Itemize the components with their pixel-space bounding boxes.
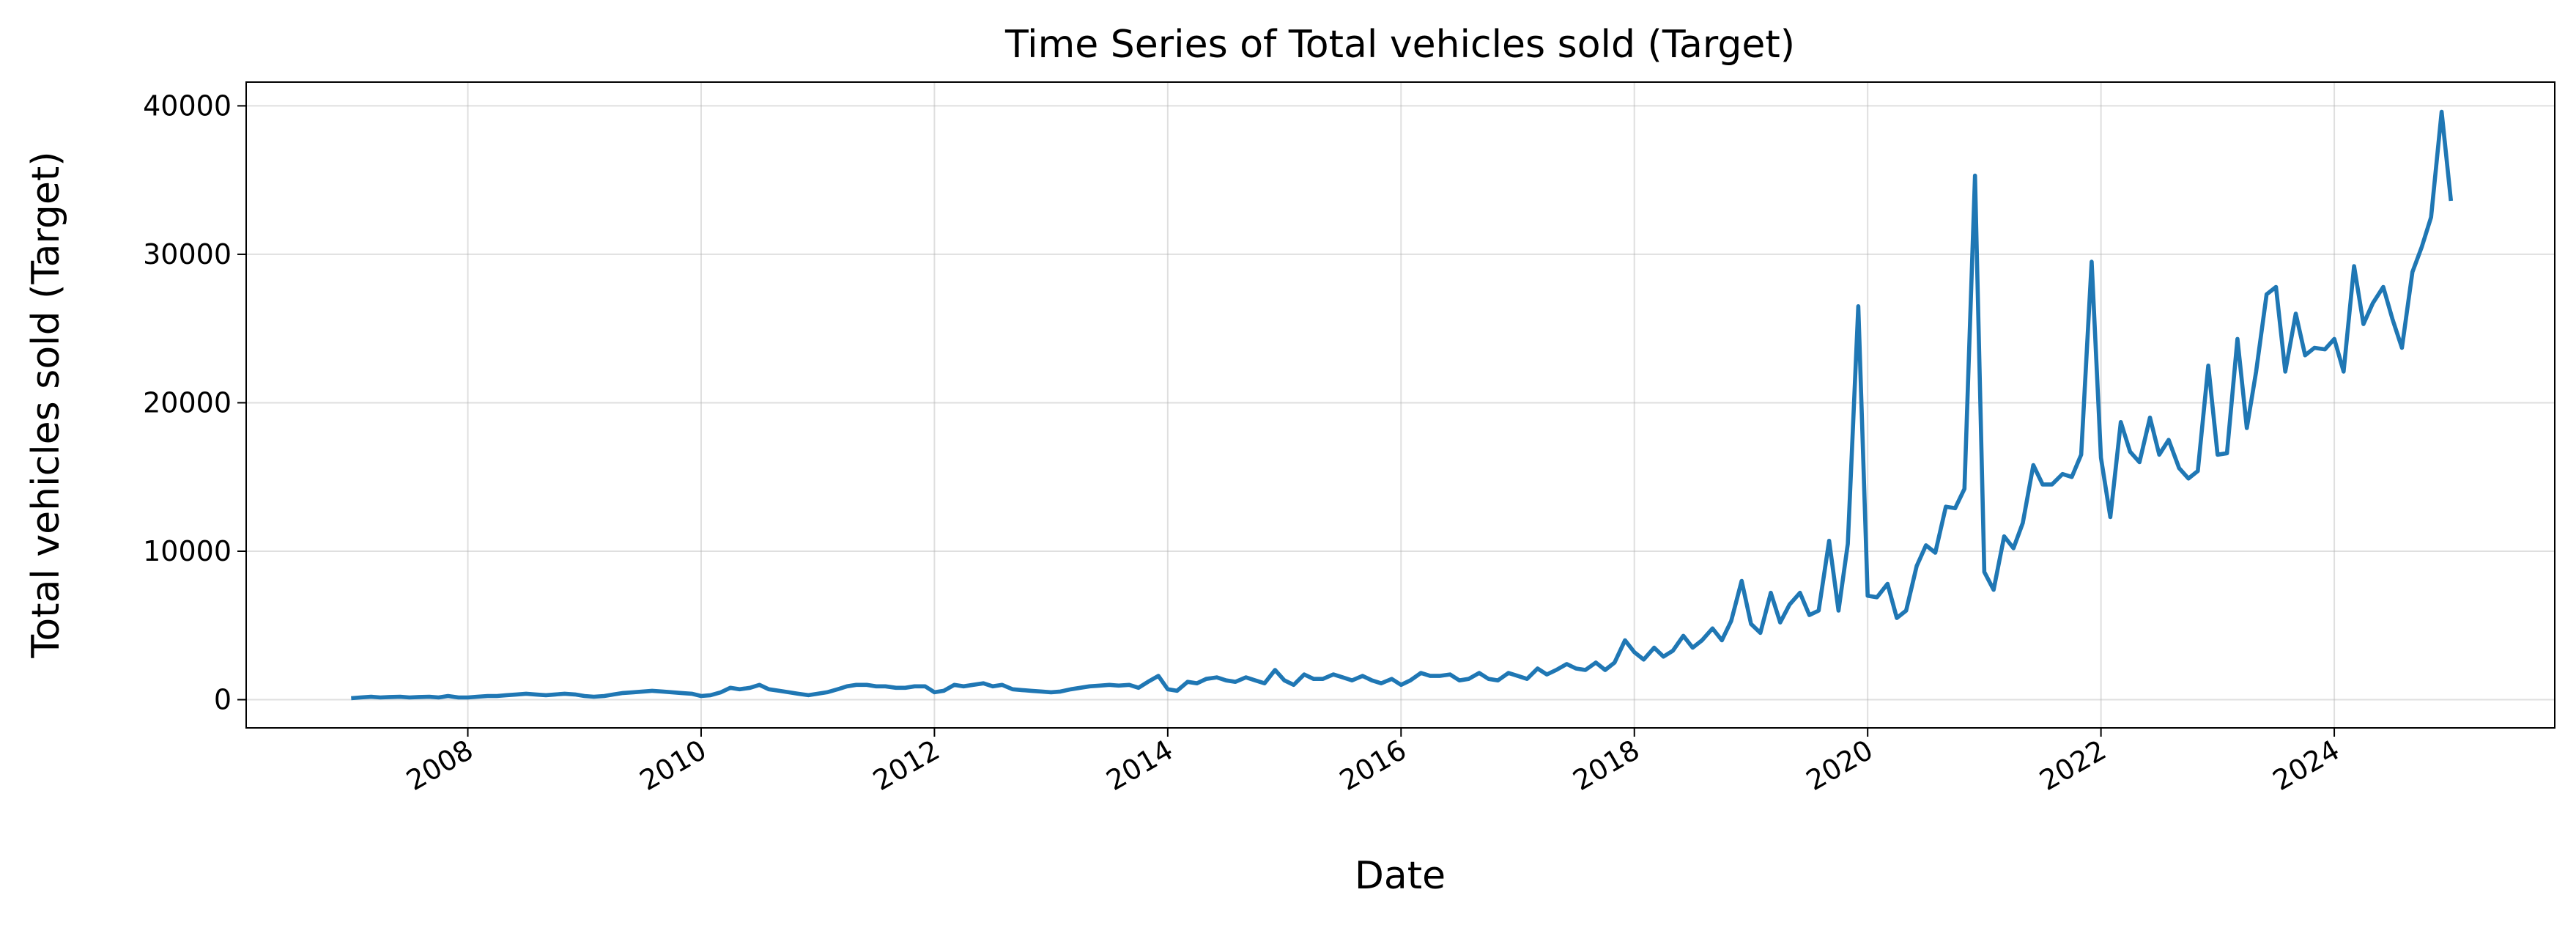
x-tick-label: 2020: [1801, 734, 1879, 797]
y-tick-label: 10000: [143, 535, 232, 567]
y-tick-label: 40000: [143, 89, 232, 122]
y-tick-label: 0: [214, 684, 232, 716]
x-tick-label: 2008: [401, 734, 478, 797]
chart-title: Time Series of Total vehicles sold (Targ…: [1004, 23, 1795, 67]
x-axis-label: Date: [1355, 854, 1446, 898]
y-tick-label: 20000: [143, 386, 232, 419]
data-line: [351, 109, 2454, 701]
x-tick-label: 2024: [2268, 734, 2345, 797]
x-tick-label: 2016: [1334, 734, 1412, 797]
x-tick-label: 2010: [634, 734, 712, 797]
x-tick-label: 2012: [867, 734, 945, 797]
y-tick-label: 30000: [143, 238, 232, 270]
x-tick-label: 2022: [2034, 734, 2111, 797]
y-axis-label: Total vehicles sold (Target): [24, 151, 68, 658]
x-tick-label: 2014: [1101, 734, 1179, 797]
plot-frame: [245, 81, 2555, 729]
x-tick-label: 2018: [1567, 734, 1645, 797]
